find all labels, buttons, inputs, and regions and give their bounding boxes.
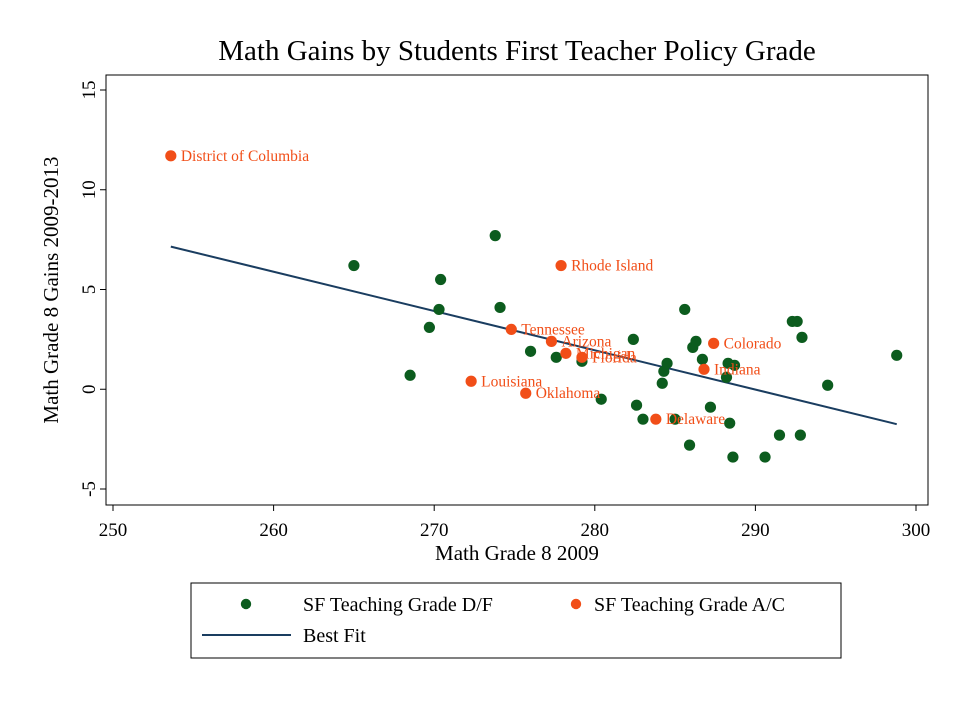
df-point bbox=[720, 371, 733, 383]
df-point bbox=[773, 429, 786, 441]
points-layer bbox=[165, 150, 903, 463]
best-fit-layer bbox=[170, 245, 897, 426]
point-labels-layer: District of Columbia Rhode Island Tennesse… bbox=[181, 148, 782, 428]
ac-point-label: Florida bbox=[592, 349, 637, 366]
df-point bbox=[630, 399, 643, 411]
y-tick-label: 10 bbox=[79, 180, 100, 199]
df-point bbox=[348, 259, 360, 272]
x-tick-label: 290 bbox=[741, 520, 770, 541]
ac-point bbox=[708, 337, 720, 349]
df-point bbox=[696, 353, 709, 365]
ac-point-label: Louisiana bbox=[481, 373, 542, 390]
legend-fit-label: Best Fit bbox=[303, 625, 366, 647]
df-point bbox=[669, 413, 681, 425]
df-point bbox=[704, 401, 717, 413]
ac-point bbox=[650, 413, 662, 425]
ac-point bbox=[555, 259, 567, 272]
y-axis-label: Math Grade 8 Gains 2009-2013 bbox=[39, 156, 63, 423]
x-tick-label: 300 bbox=[902, 520, 931, 541]
df-point bbox=[524, 345, 537, 357]
df-point bbox=[724, 417, 736, 429]
ac-point bbox=[576, 351, 588, 363]
df-point bbox=[550, 351, 562, 363]
ac-point bbox=[560, 347, 572, 359]
ac-point-label: District of Columbia bbox=[181, 148, 309, 165]
ac-point bbox=[465, 375, 477, 387]
ac-point-label: Oklahoma bbox=[536, 385, 601, 402]
y-tick-label: 5 bbox=[79, 285, 100, 295]
legend-df-label: SF Teaching Grade D/F bbox=[303, 594, 493, 616]
ac-point-label: Tennessee bbox=[521, 321, 585, 338]
y-tick-label: 0 bbox=[79, 385, 100, 395]
ac-point-label: Michigan bbox=[576, 345, 636, 362]
df-point bbox=[727, 451, 739, 463]
df-point bbox=[404, 369, 416, 381]
legend-ac-marker bbox=[570, 598, 582, 610]
plot-area bbox=[105, 74, 929, 506]
ac-point bbox=[505, 323, 517, 335]
df-point bbox=[759, 451, 771, 463]
x-tick-label: 270 bbox=[420, 520, 449, 541]
df-point bbox=[433, 303, 445, 316]
df-point bbox=[627, 333, 639, 345]
df-point bbox=[679, 303, 691, 316]
df-point bbox=[791, 315, 803, 328]
ac-point-label: Arizona bbox=[561, 333, 611, 350]
df-point bbox=[656, 377, 668, 389]
df-point bbox=[595, 393, 607, 405]
ac-point bbox=[520, 387, 532, 399]
y-axis: -5 0 5 10 15 bbox=[79, 81, 106, 497]
df-point bbox=[728, 359, 741, 371]
df-point bbox=[690, 335, 702, 347]
ac-point bbox=[545, 335, 558, 347]
df-point bbox=[822, 379, 834, 391]
df-point bbox=[435, 273, 447, 286]
df-point bbox=[423, 321, 435, 334]
x-tick-label: 260 bbox=[259, 520, 288, 541]
chart-title: Math Gains by Students First Teacher Pol… bbox=[218, 35, 815, 67]
df-point bbox=[637, 413, 649, 425]
df-point bbox=[796, 331, 808, 343]
y-tick-label: 15 bbox=[79, 81, 100, 100]
df-point bbox=[489, 230, 501, 242]
df-point bbox=[794, 429, 806, 441]
legend-box bbox=[190, 582, 842, 659]
df-point bbox=[661, 357, 673, 369]
ac-point bbox=[698, 363, 710, 375]
ac-point-label: Colorado bbox=[724, 335, 782, 352]
df-point bbox=[494, 301, 506, 314]
x-axis: 250 260 270 280 290 300 bbox=[99, 505, 931, 541]
x-tick-label: 280 bbox=[581, 520, 610, 541]
y-tick-label: -5 bbox=[79, 481, 100, 497]
best-fit-line bbox=[170, 245, 897, 426]
ac-point bbox=[165, 150, 177, 162]
x-axis-label: Math Grade 8 2009 bbox=[435, 541, 599, 565]
legend-df-marker bbox=[240, 598, 252, 610]
x-tick-label: 250 bbox=[99, 520, 128, 541]
legend: SF Teaching Grade D/F SF Teaching Grade … bbox=[190, 582, 842, 659]
ac-point-label: Indiana bbox=[714, 361, 761, 378]
df-point bbox=[683, 439, 696, 451]
ac-point-label: Delaware bbox=[666, 411, 725, 428]
ac-point-label: Rhode Island bbox=[571, 258, 653, 275]
df-point bbox=[891, 349, 903, 361]
legend-ac-label: SF Teaching Grade A/C bbox=[594, 594, 785, 616]
